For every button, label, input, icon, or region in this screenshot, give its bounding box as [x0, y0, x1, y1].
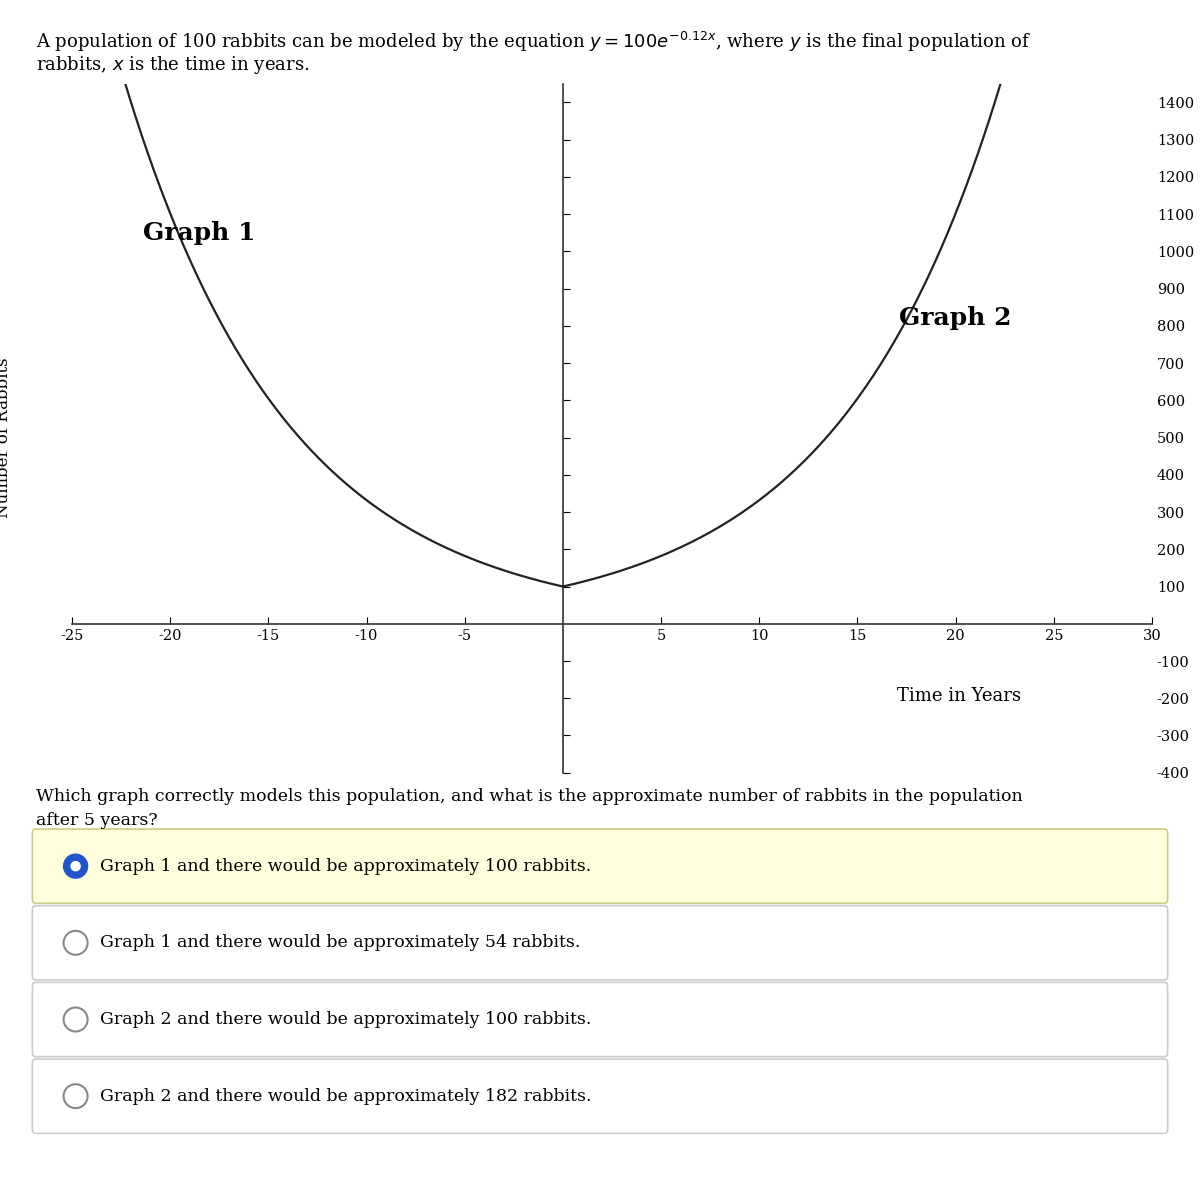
Text: Time in Years: Time in Years [896, 688, 1021, 706]
Text: Graph 2 and there would be approximately 100 rabbits.: Graph 2 and there would be approximately… [100, 1011, 590, 1028]
Text: rabbits, $x$ is the time in years.: rabbits, $x$ is the time in years. [36, 54, 310, 75]
Text: Graph 1 and there would be approximately 54 rabbits.: Graph 1 and there would be approximately… [100, 934, 580, 951]
Text: Which graph correctly models this population, and what is the approximate number: Which graph correctly models this popula… [36, 788, 1022, 805]
Text: A population of 100 rabbits can be modeled by the equation $y = 100e^{-0.12x}$, : A population of 100 rabbits can be model… [36, 30, 1032, 54]
Text: Graph 2 and there would be approximately 182 rabbits.: Graph 2 and there would be approximately… [100, 1088, 592, 1105]
Text: after 5 years?: after 5 years? [36, 812, 157, 829]
Text: Graph 2: Graph 2 [899, 307, 1012, 331]
Text: Graph 1: Graph 1 [143, 220, 256, 244]
Text: Number of Rabbits: Number of Rabbits [0, 357, 12, 518]
Text: Graph 1 and there would be approximately 100 rabbits.: Graph 1 and there would be approximately… [100, 858, 590, 875]
